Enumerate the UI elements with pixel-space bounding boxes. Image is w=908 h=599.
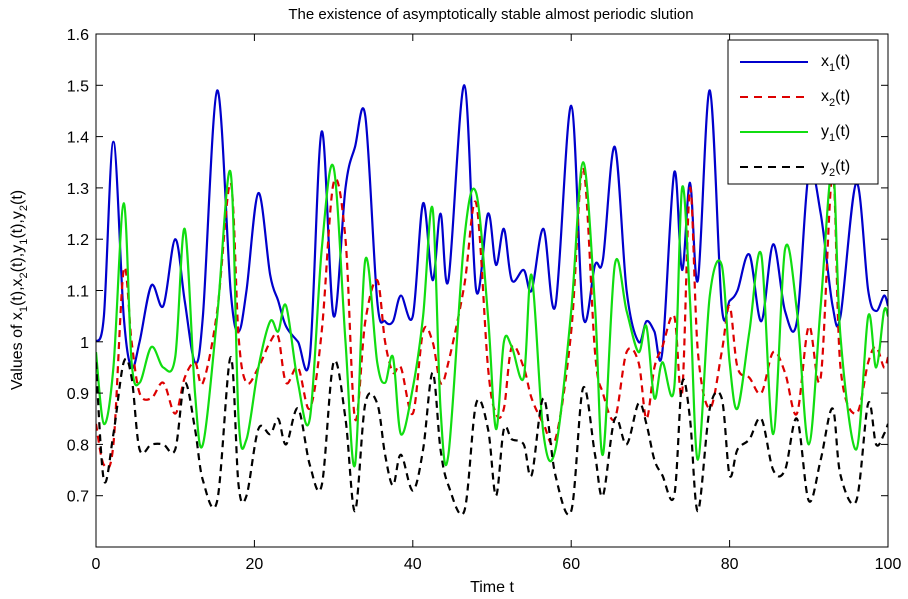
x-tick-label: 60 (562, 556, 580, 573)
plot-area: 0 20 40 60 80 100 0.7 0.8 0.9 1 1.1 1.2 1.3 1.4 1.5 1.… (67, 27, 902, 573)
x-axis: 0 20 40 60 80 100 (92, 34, 902, 573)
y-tick-label: 1 (80, 335, 89, 352)
legend-label: x2(t) (821, 88, 850, 109)
y-axis-label: Values of x1(t),x2(t),y1(t),y2(t) (9, 190, 30, 390)
legend-box (727, 39, 879, 185)
x-tick-label: 20 (246, 556, 264, 573)
legend: x1(t) x2(t) y1(t) y2(t) (727, 39, 879, 185)
series-line-y1t (96, 161, 888, 468)
y-axis: 0.7 0.8 0.9 1 1.1 1.2 1.3 1.4 1.5 1.6 (67, 27, 888, 506)
x-tick-label: 0 (92, 556, 101, 573)
series-line-x1t (96, 84, 888, 372)
series-layer (96, 84, 888, 516)
x-tick-label: 80 (721, 556, 739, 573)
y-tick-label: 1.1 (67, 284, 89, 301)
x-axis-label: Time t (470, 579, 514, 596)
y-tick-label: 1.5 (67, 78, 89, 95)
chart-title: The existence of asymptotically stable a… (288, 6, 693, 23)
y-tick-label: 1.3 (67, 181, 89, 198)
legend-label: x1(t) (821, 53, 850, 74)
y-tick-label: 1.6 (67, 27, 89, 44)
legend-label: y2(t) (821, 158, 850, 179)
x-tick-label: 40 (404, 556, 422, 573)
y-tick-label: 0.9 (67, 386, 89, 403)
y-tick-label: 1.2 (67, 232, 89, 249)
series-line-y2t (96, 356, 888, 516)
y-tick-label: 0.8 (67, 437, 89, 454)
x-tick-label: 100 (875, 556, 902, 573)
legend-label: y1(t) (821, 123, 850, 144)
y-tick-label: 0.7 (67, 489, 89, 506)
y-tick-label: 1.4 (67, 130, 89, 147)
series-line-x2t (96, 166, 888, 470)
